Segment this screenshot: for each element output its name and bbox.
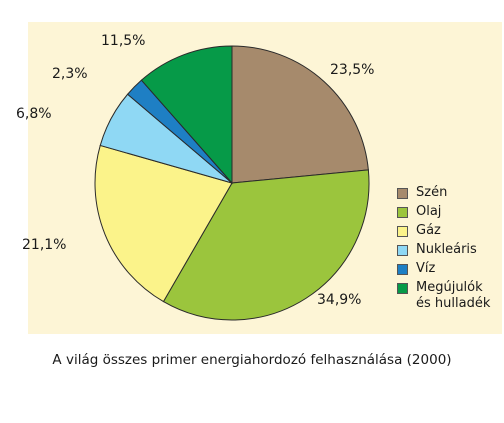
chart-caption: A világ összes primer energiahordozó fel… <box>52 352 452 368</box>
legend-label: Szén <box>416 185 448 200</box>
pie-value-label-2: 34,9% <box>317 292 362 308</box>
pie-chart <box>94 45 370 321</box>
legend-label: Olaj <box>416 204 442 219</box>
chart-panel: 23,5% 34,9% 21,1% 6,8% 2,3% 11,5% Szén Olaj Gáz… <box>16 22 502 334</box>
pie-value-label-1: 23,5% <box>330 62 375 78</box>
legend-item-6: Megújulók és hulladék <box>397 280 490 314</box>
legend-item-1: Szén <box>397 185 490 204</box>
legend-swatch <box>397 188 408 199</box>
legend-label: Gáz <box>416 223 441 238</box>
legend-item-4: Nukleáris <box>397 242 490 261</box>
pie-value-label-3: 21,1% <box>22 237 67 253</box>
legend: Szén Olaj Gáz Nukleáris Víz Megújulók és hulla… <box>397 185 490 314</box>
legend-swatch <box>397 245 408 256</box>
legend-label: Víz <box>416 261 436 276</box>
pie-value-label-6: 11,5% <box>101 33 146 49</box>
legend-swatch <box>397 264 408 275</box>
legend-label: Megújulók és hulladék <box>416 280 491 311</box>
pie-slice-1 <box>231 45 369 184</box>
legend-swatch <box>397 207 408 218</box>
legend-item-5: Víz <box>397 261 490 280</box>
legend-swatch <box>397 283 408 294</box>
pie-value-label-5: 2,3% <box>52 66 88 82</box>
pie-slice-6 <box>140 45 233 185</box>
legend-label: Nukleáris <box>416 242 477 257</box>
pie-slice-3 <box>94 144 233 303</box>
pie-value-label-4: 6,8% <box>16 106 52 122</box>
legend-swatch <box>397 226 408 237</box>
pie-slice-2 <box>162 169 370 321</box>
legend-item-3: Gáz <box>397 223 490 242</box>
legend-item-2: Olaj <box>397 204 490 223</box>
